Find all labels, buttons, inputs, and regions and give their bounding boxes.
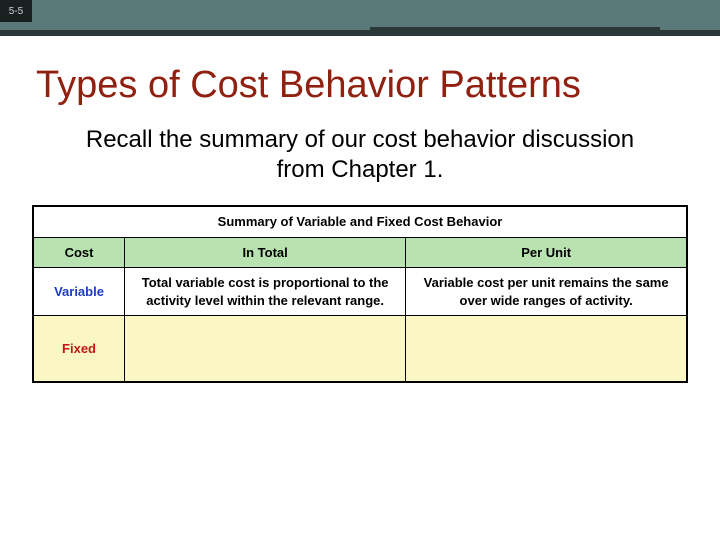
slide-header-bar: 5-5 xyxy=(0,0,720,36)
cell-variable-in-total: Total variable cost is proportional to t… xyxy=(125,268,406,316)
col-header-cost: Cost xyxy=(33,237,125,268)
table-header-row: Cost In Total Per Unit xyxy=(33,237,687,268)
table-title-row: Summary of Variable and Fixed Cost Behav… xyxy=(33,206,687,237)
slide-title: Types of Cost Behavior Patterns xyxy=(36,64,720,107)
row-label-fixed: Fixed xyxy=(33,316,125,382)
cost-behavior-table: Summary of Variable and Fixed Cost Behav… xyxy=(32,205,688,383)
cell-fixed-per-unit: Fixed cost per unit goes down as activit… xyxy=(406,316,687,382)
col-header-in-total: In Total xyxy=(125,237,406,268)
slide-number-badge: 5-5 xyxy=(0,0,32,22)
cell-fixed-in-total: Total fixed cost remains the same even w… xyxy=(125,316,406,382)
slide-number: 5-5 xyxy=(9,6,23,17)
row-label-variable: Variable xyxy=(33,268,125,316)
cost-table-container: Summary of Variable and Fixed Cost Behav… xyxy=(32,205,688,383)
table-row-variable: Variable Total variable cost is proporti… xyxy=(33,268,687,316)
slide-subtitle: Recall the summary of our cost behavior … xyxy=(72,125,648,185)
header-accent-line xyxy=(370,27,660,33)
table-summary-title: Summary of Variable and Fixed Cost Behav… xyxy=(33,206,687,237)
table-row-fixed: Fixed Total fixed cost remains the same … xyxy=(33,316,687,382)
col-header-per-unit: Per Unit xyxy=(406,237,687,268)
cell-variable-per-unit: Variable cost per unit remains the same … xyxy=(406,268,687,316)
